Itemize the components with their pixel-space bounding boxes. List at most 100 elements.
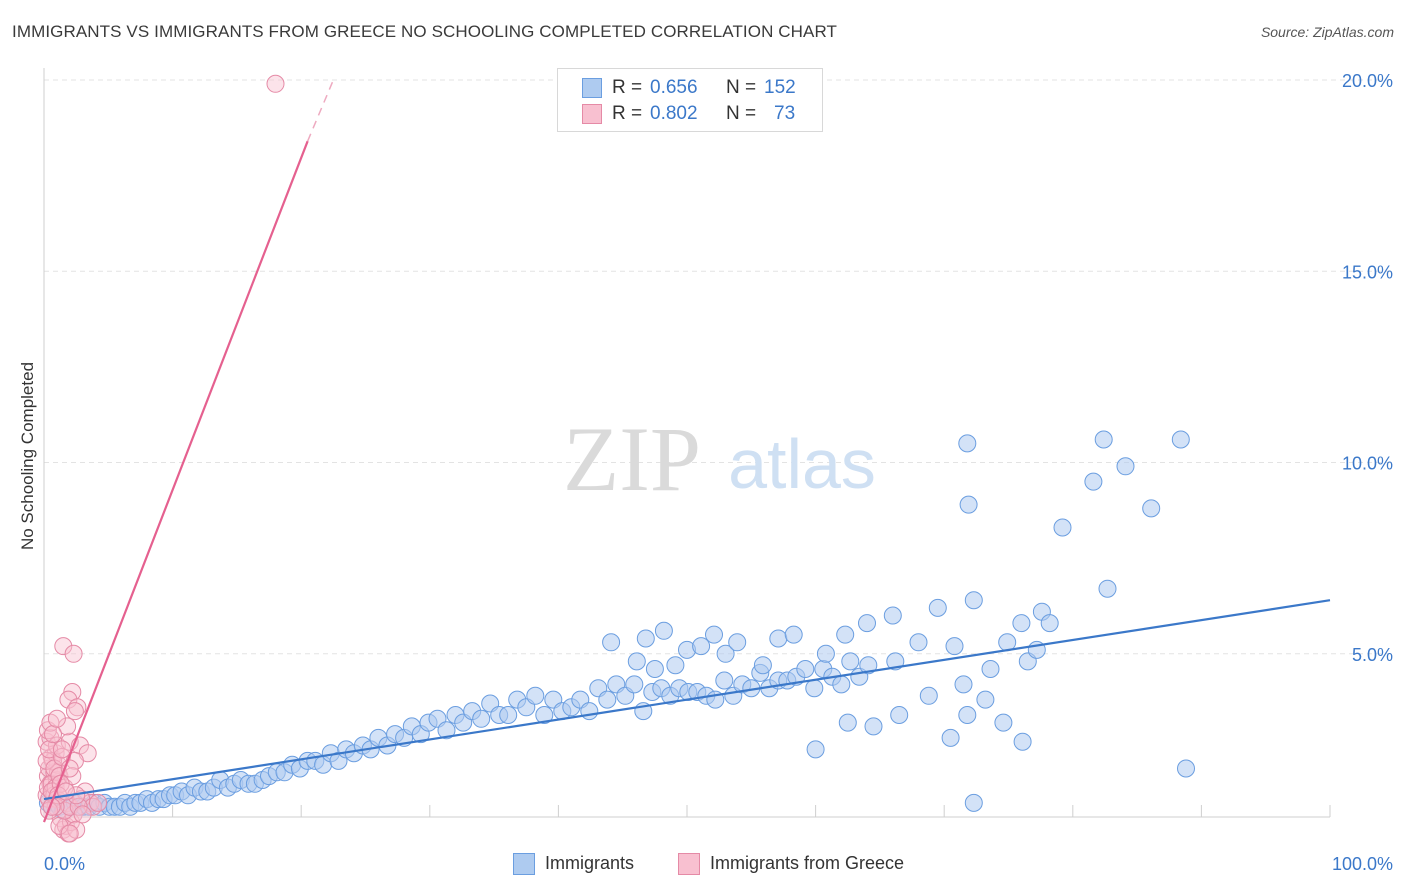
point-immigrants (1013, 732, 1032, 751)
correlation-legend: R = 0.656 N = 152 R = 0.802 N = 73 (557, 68, 823, 132)
point-greece (53, 740, 71, 759)
point-immigrants (981, 660, 1000, 678)
point-immigrants (598, 690, 617, 709)
point-immigrants (976, 690, 995, 709)
point-immigrants (625, 675, 644, 694)
legend-n-label: N = (726, 103, 757, 124)
point-greece (59, 690, 78, 709)
point-immigrants (928, 598, 947, 617)
point-greece (89, 793, 107, 812)
tick-labels: 5.0% 10.0% 15.0% 20.0% 0.0% 100.0% No Schoolin… (18, 71, 1393, 874)
point-immigrants (1098, 579, 1117, 598)
y-tick-label: 15.0% (1342, 262, 1393, 282)
point-immigrants (1053, 518, 1072, 537)
point-immigrants (1177, 759, 1195, 778)
point-immigrants (654, 621, 673, 640)
point-immigrants (1094, 430, 1113, 449)
point-immigrants (728, 633, 747, 652)
legend-n-label: N = (726, 77, 757, 98)
point-immigrants (841, 652, 860, 671)
point-immigrants (859, 656, 878, 675)
point-immigrants (636, 629, 655, 648)
point-immigrants (499, 706, 518, 724)
legend-swatch-greece (582, 104, 602, 124)
point-immigrants (836, 625, 855, 644)
y-tick-label: 10.0% (1342, 454, 1393, 474)
point-immigrants (919, 686, 938, 705)
legend-label-immigrants: Immigrants (545, 853, 635, 873)
point-immigrants (964, 591, 983, 610)
point-immigrants (958, 434, 977, 453)
point-greece (37, 751, 56, 770)
point-immigrants (716, 644, 735, 663)
point-immigrants (994, 713, 1013, 732)
point-immigrants (858, 614, 876, 633)
point-immigrants (769, 629, 788, 648)
point-immigrants (941, 728, 960, 747)
legend-swatch-immigrants (582, 78, 602, 98)
watermark-atlas: atlas (728, 425, 876, 503)
chart-title: IMMIGRANTS VS IMMIGRANTS FROM GREECE NO … (12, 22, 838, 41)
point-immigrants (1171, 430, 1190, 449)
point-immigrants (666, 656, 685, 675)
y-tick-label: 20.0% (1342, 71, 1393, 91)
watermark: ZIP atlas (563, 408, 876, 510)
legend-n-value: 73 (774, 103, 796, 124)
point-immigrants (864, 717, 883, 736)
point-immigrants (472, 709, 491, 728)
point-immigrants (890, 706, 909, 724)
point-immigrants (1142, 499, 1161, 518)
point-immigrants (784, 625, 803, 644)
point-immigrants (796, 660, 815, 678)
point-greece (266, 74, 285, 93)
y-axis-label: No Schooling Completed (18, 362, 37, 550)
point-immigrants (838, 713, 857, 732)
point-immigrants (535, 706, 554, 724)
point-immigrants (816, 644, 835, 663)
x-tick-label: 100.0% (1332, 854, 1393, 874)
trendline-greece-extension (306, 79, 335, 142)
point-immigrants (526, 686, 545, 705)
axes (43, 68, 1331, 818)
point-immigrants (1040, 614, 1059, 633)
point-immigrants (883, 606, 902, 625)
point-greece (47, 709, 66, 728)
point-immigrants (909, 633, 928, 652)
point-immigrants (954, 675, 973, 694)
point-immigrants (692, 637, 711, 656)
point-immigrants (437, 721, 456, 740)
trendlines (42, 79, 1331, 823)
point-greece (44, 725, 62, 744)
point-immigrants (627, 652, 646, 671)
point-immigrants (805, 679, 824, 698)
trendline-greece (42, 140, 309, 823)
legend-swatch-immigrants (513, 853, 535, 875)
legend-r-value: 0.802 (650, 103, 698, 124)
point-greece (54, 637, 73, 656)
point-greece (73, 805, 92, 824)
point-immigrants (1012, 614, 1031, 633)
source-label: Source: ZipAtlas.com (1260, 24, 1394, 40)
point-immigrants (958, 706, 977, 724)
point-greece (58, 717, 77, 736)
legend-r-label: R = (612, 103, 643, 124)
point-immigrants (645, 660, 664, 678)
point-immigrants (753, 656, 772, 675)
point-immigrants (705, 625, 723, 644)
point-immigrants (580, 702, 599, 721)
point-immigrants (602, 633, 621, 652)
point-immigrants (715, 671, 734, 690)
trendline-immigrants (43, 599, 1331, 801)
point-greece (64, 644, 83, 663)
point-immigrants (832, 675, 851, 694)
point-immigrants (959, 495, 978, 514)
legend-n-value: 152 (764, 77, 796, 98)
legend-r-label: R = (612, 77, 643, 98)
point-immigrants (886, 652, 905, 671)
watermark-zip: ZIP (563, 408, 701, 510)
point-immigrants (1116, 457, 1135, 476)
point-immigrants (945, 637, 964, 656)
grid-lines (44, 79, 1390, 655)
point-greece (65, 702, 84, 721)
